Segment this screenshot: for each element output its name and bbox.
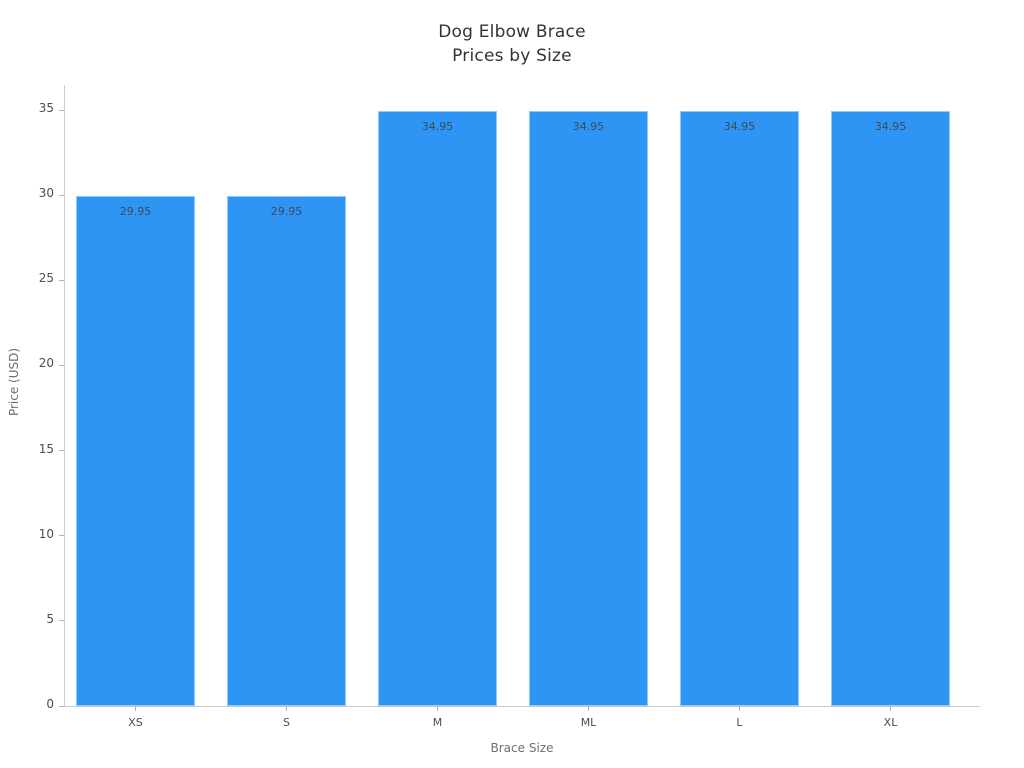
y-tick: 0 [0,697,64,711]
y-tick-mark [59,705,64,707]
y-tick-label: 30 [38,186,54,201]
plot-area: 29.95 29.95 34.95 34.95 34.95 34.95 [64,85,980,706]
bar-value-label: 29.95 [119,204,152,218]
y-tick-label: 25 [38,271,54,286]
y-tick: 15 [0,442,64,456]
x-tick-mark [588,706,589,711]
y-tick: 20 [0,356,64,370]
x-tick-label: ML [580,716,597,729]
x-axis-spine [64,706,980,707]
x-axis-label: Brace Size [490,741,554,755]
y-tick-mark [59,450,64,452]
chart-title-line-1: Dog Elbow Brace [438,22,586,42]
x-tick-mark [286,706,287,711]
bar[interactable]: 34.95 [529,110,648,706]
y-tick: 35 [0,101,64,115]
bar-value-label: 34.95 [421,119,454,133]
x-tick-label: S [283,716,290,729]
y-tick-mark [59,535,64,537]
y-tick: 10 [0,527,64,541]
x-tick-mark [135,706,136,711]
x-tick-label: L [736,716,743,729]
x-tick-label: XL [883,716,898,729]
y-tick-label: 5 [46,611,54,626]
bar-value-label: 29.95 [270,204,303,218]
y-tick-label: 20 [38,356,54,371]
y-tick-label: 0 [46,697,54,711]
x-tick-mark [739,706,740,711]
x-tick-label: XS [128,716,143,729]
bar-value-label: 34.95 [572,119,605,133]
x-tick-label: M [432,716,443,729]
y-tick-label: 15 [38,441,54,456]
y-tick: 5 [0,612,64,626]
x-tick-mark [890,706,891,711]
y-tick-mark [59,364,64,366]
y-tick: 25 [0,271,64,285]
y-axis-spine [64,85,65,706]
chart-title: Dog Elbow Brace Prices by Size [0,20,1024,68]
y-tick-mark [59,279,64,281]
chart-title-line-2: Prices by Size [452,46,572,66]
bar[interactable]: 34.95 [831,110,950,706]
y-tick-mark [59,109,64,111]
bar-value-label: 34.95 [723,119,756,133]
y-tick: 30 [0,186,64,200]
y-tick-mark [59,620,64,622]
y-tick-label: 35 [38,101,54,115]
y-axis-label: Price (USD) [7,347,21,417]
y-tick-mark [59,194,64,196]
bar[interactable]: 29.95 [76,195,195,706]
bar[interactable]: 29.95 [227,195,346,706]
y-tick-label: 10 [38,526,54,541]
bar[interactable]: 34.95 [378,110,497,706]
bar-value-label: 34.95 [874,119,907,133]
x-tick-mark [437,706,438,711]
bar[interactable]: 34.95 [680,110,799,706]
